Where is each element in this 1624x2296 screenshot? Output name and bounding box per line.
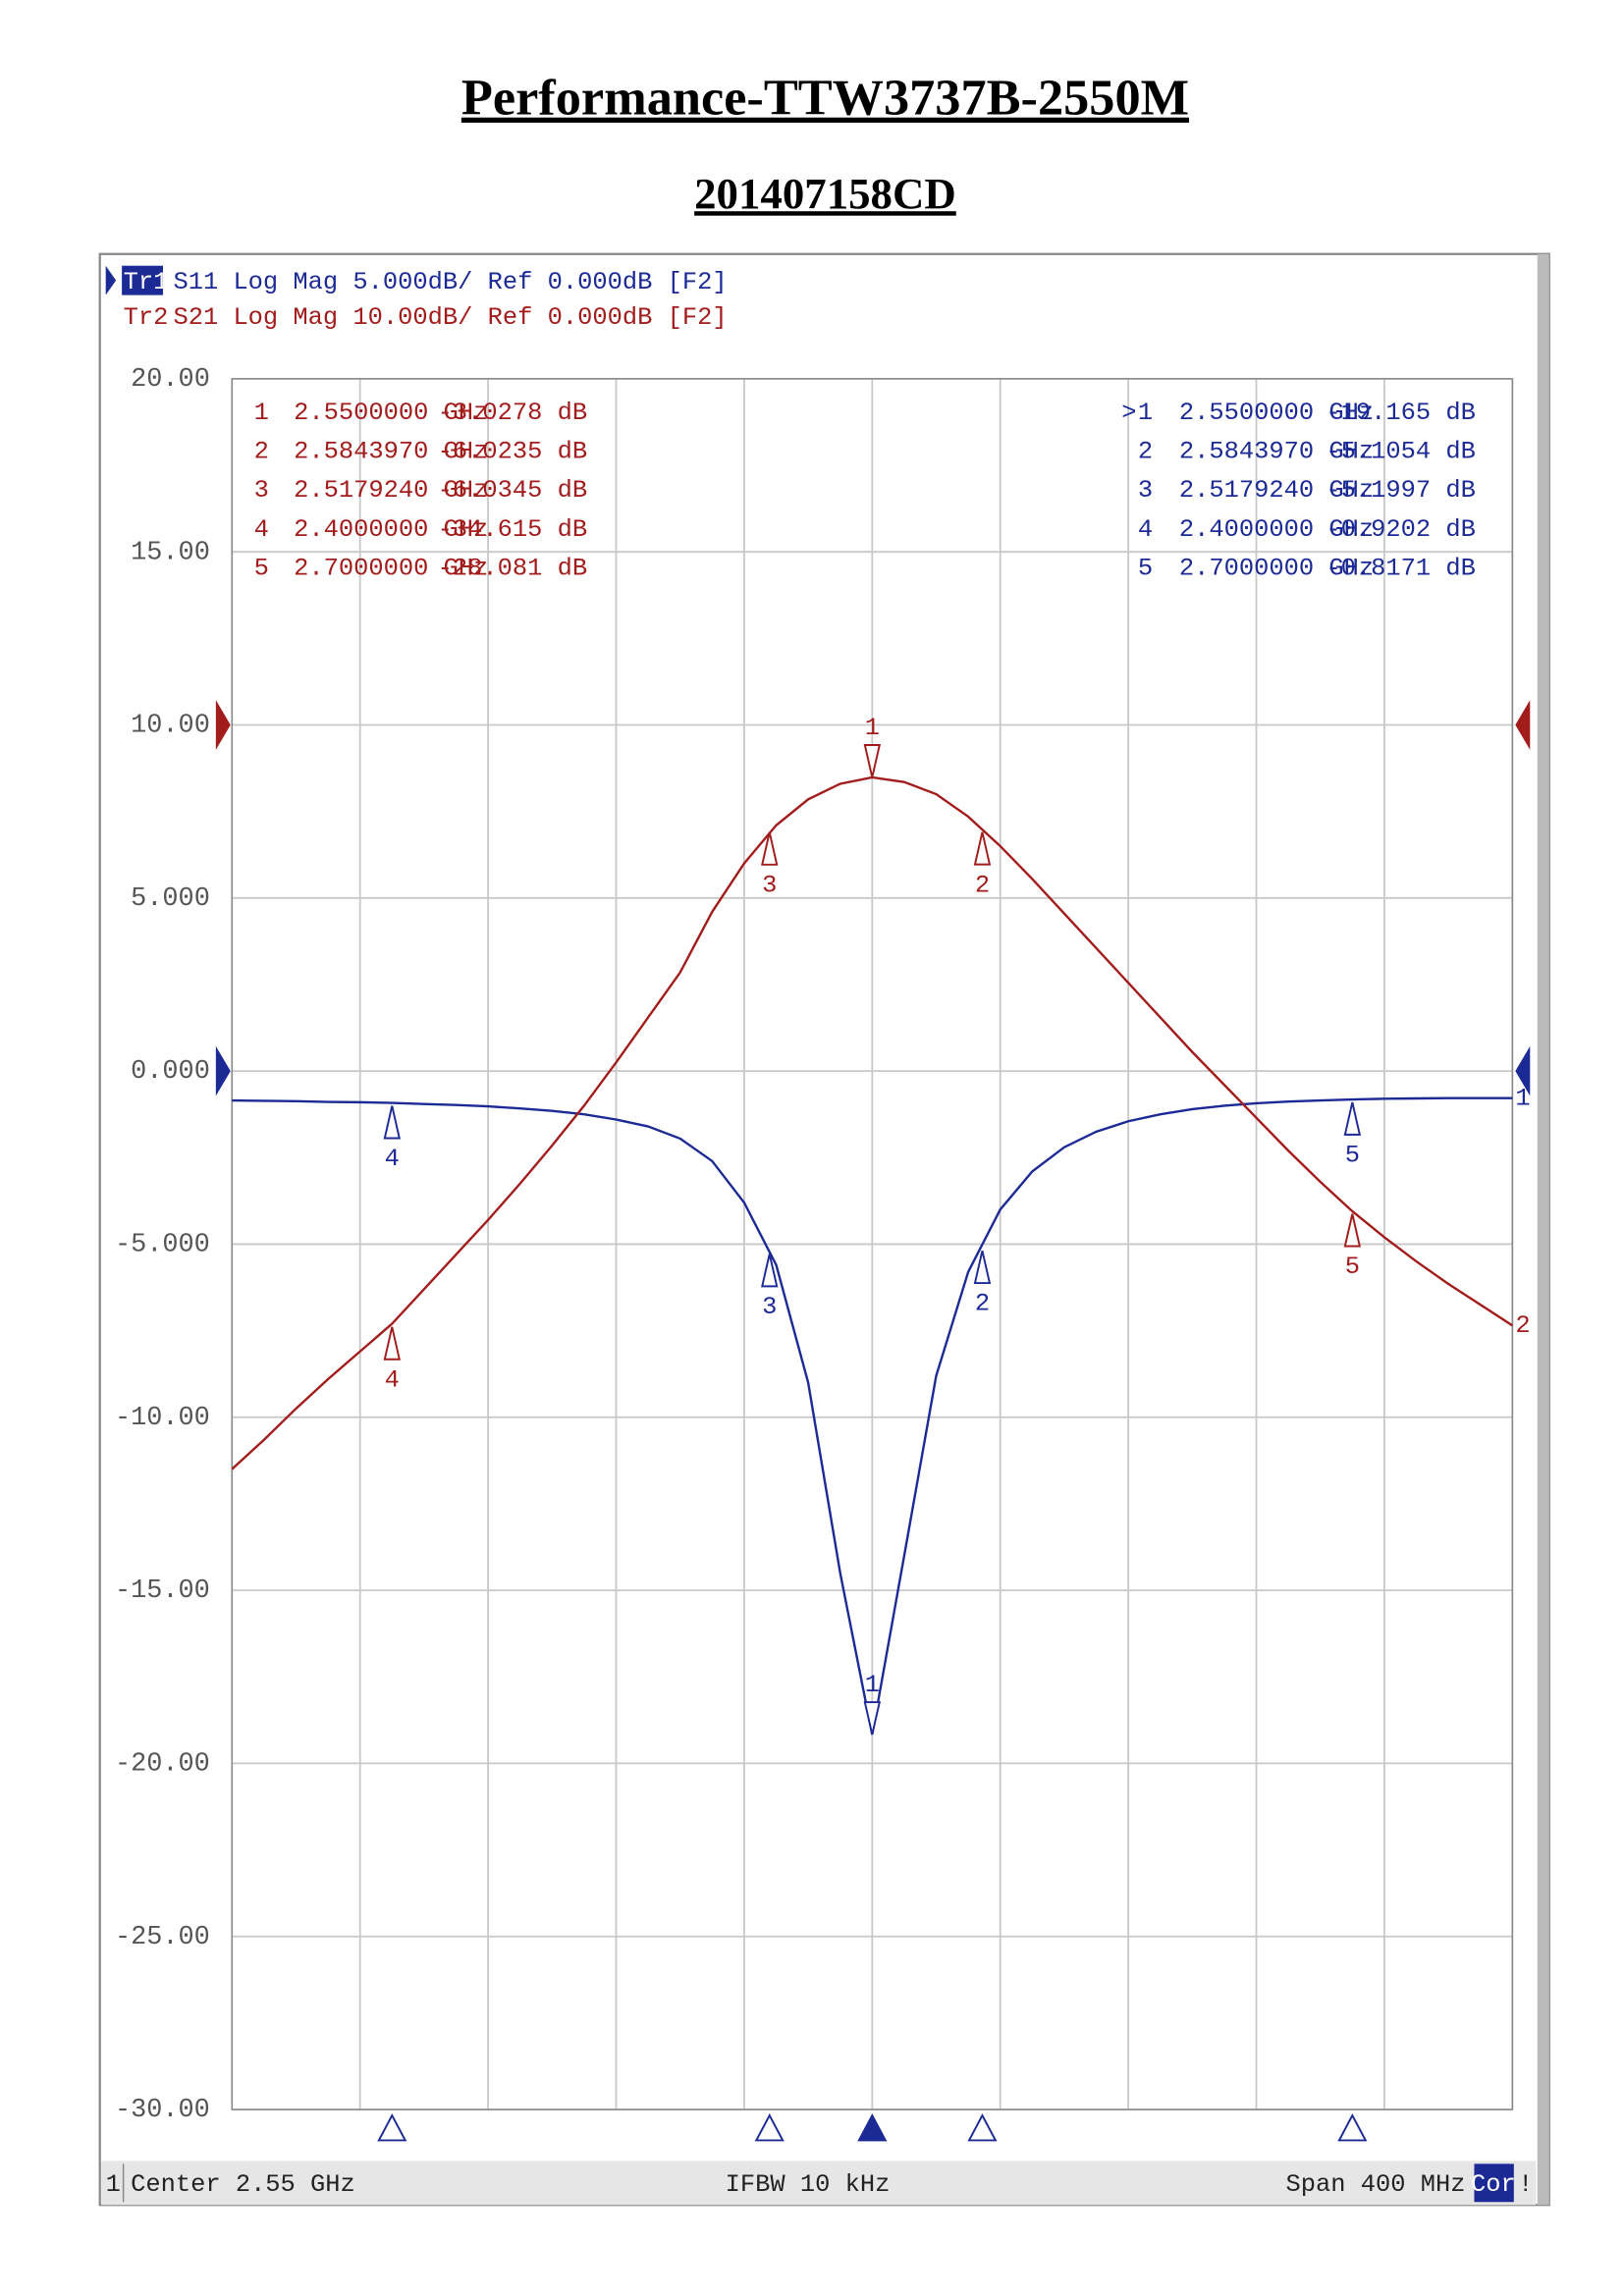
marker-table-value: -5.1997 dB bbox=[1326, 476, 1475, 505]
status-cor: Cor bbox=[1471, 2170, 1516, 2199]
doc-title: Performance-TTW3737B-2550M bbox=[461, 70, 1189, 127]
marker-table-value: -6.0345 dB bbox=[438, 476, 587, 505]
marker-table-value: -6.0235 dB bbox=[438, 438, 587, 466]
marker-label: 2 bbox=[975, 871, 990, 899]
y-tick-label: -15.00 bbox=[115, 1576, 210, 1606]
y-tick-label: 20.00 bbox=[131, 365, 210, 395]
status-bar bbox=[101, 2161, 1537, 2206]
marker-triangle bbox=[973, 831, 992, 866]
y-tick-label: -5.000 bbox=[115, 1231, 210, 1260]
marker-table-id: 3 bbox=[254, 476, 269, 505]
frame-scrollbar bbox=[1537, 253, 1549, 2206]
active-trace-badge bbox=[122, 265, 163, 295]
marker-triangle bbox=[761, 831, 779, 866]
marker-table-value: -0.8171 dB bbox=[1326, 555, 1475, 583]
marker-table-x: 2.5179240 GHz bbox=[294, 476, 488, 505]
marker-table-x: 2.7000000 GHz bbox=[1179, 555, 1374, 583]
ref-arrow-left bbox=[215, 700, 231, 750]
axis-marker bbox=[1337, 2112, 1368, 2142]
marker-table-value: -0.9202 dB bbox=[1326, 515, 1475, 544]
marker-table-x: 2.5500000 GHz bbox=[1179, 399, 1374, 427]
marker-label: 5 bbox=[1345, 1141, 1360, 1169]
axis-marker bbox=[967, 2112, 998, 2142]
marker-label: 4 bbox=[385, 1145, 400, 1173]
ref-arrow-right bbox=[1515, 700, 1531, 750]
marker-triangle bbox=[761, 1254, 779, 1288]
status-channel: 1 bbox=[106, 2170, 121, 2199]
trace-setting: S21 Log Mag 10.00dB/ Ref 0.000dB [F2] bbox=[173, 303, 727, 332]
marker-label: 3 bbox=[762, 1293, 777, 1321]
ref-arrow-left bbox=[215, 1045, 231, 1096]
trace-id: Tr2 bbox=[124, 303, 169, 332]
marker-label: 1 bbox=[865, 714, 880, 742]
marker-table-id: 1 bbox=[1138, 399, 1153, 427]
axis-marker bbox=[754, 2112, 785, 2142]
marker-table-value: -34.615 dB bbox=[438, 515, 587, 544]
y-tick-label: 5.000 bbox=[131, 884, 210, 914]
marker-table-id: 5 bbox=[1138, 555, 1153, 583]
marker-label: 2 bbox=[975, 1290, 990, 1318]
marker-table-id: 5 bbox=[254, 555, 269, 583]
marker-table-x: 2.4000000 GHz bbox=[1179, 515, 1374, 544]
trace-end-label: 2 bbox=[1515, 1311, 1530, 1340]
plot-border bbox=[231, 378, 1514, 2110]
marker-label: 4 bbox=[385, 1365, 400, 1394]
analyzer-frame bbox=[98, 252, 1550, 2207]
status-span: Span 400 MHz bbox=[1286, 2170, 1466, 2199]
trace-setting: S11 Log Mag 5.000dB/ Ref 0.000dB [F2] bbox=[173, 268, 727, 296]
marker-table-value: -5.1054 dB bbox=[1326, 438, 1475, 466]
trace-id: Tr1 bbox=[124, 268, 169, 296]
y-tick-label: 0.000 bbox=[131, 1057, 210, 1087]
marker-pointer: > bbox=[1121, 399, 1136, 427]
marker-triangle bbox=[1343, 1101, 1362, 1136]
status-flag: ! bbox=[1518, 2170, 1533, 2199]
marker-table-value: -3.0278 dB bbox=[438, 399, 587, 427]
marker-table-id: 4 bbox=[254, 515, 269, 544]
y-tick-label: -10.00 bbox=[115, 1404, 210, 1433]
marker-table-x: 2.5843970 GHz bbox=[1179, 438, 1374, 466]
cor-badge bbox=[1474, 2163, 1514, 2203]
y-tick-label: 15.00 bbox=[131, 538, 210, 567]
marker-table-x: 2.5179240 GHz bbox=[1179, 476, 1374, 505]
marker-triangle bbox=[1343, 1213, 1362, 1248]
y-tick-label: -20.00 bbox=[115, 1750, 210, 1780]
marker-table-value: -28.081 dB bbox=[438, 555, 587, 583]
marker-table-x: 2.4000000 GHz bbox=[294, 515, 488, 544]
doc-subtitle: 201407158CD bbox=[694, 169, 956, 218]
y-tick-label: -30.00 bbox=[115, 2096, 210, 2125]
marker-table-value: -19.165 dB bbox=[1326, 399, 1475, 427]
y-tick-label: 10.00 bbox=[131, 712, 210, 741]
ref-arrow-right bbox=[1515, 1045, 1531, 1096]
axis-marker bbox=[857, 2112, 888, 2142]
y-tick-label: -25.00 bbox=[115, 1923, 210, 1952]
marker-table-id: 2 bbox=[254, 438, 269, 466]
marker-triangle bbox=[863, 744, 882, 778]
marker-table-x: 2.7000000 GHz bbox=[294, 555, 488, 583]
marker-table-id: 4 bbox=[1138, 515, 1153, 544]
marker-triangle bbox=[383, 1326, 401, 1361]
marker-table-x: 2.5843970 GHz bbox=[294, 438, 488, 466]
marker-table-id: 3 bbox=[1138, 476, 1153, 505]
marker-triangle bbox=[383, 1105, 401, 1140]
marker-table-id: 1 bbox=[254, 399, 269, 427]
marker-triangle bbox=[973, 1250, 992, 1285]
active-trace-pointer bbox=[105, 265, 117, 295]
marker-triangle bbox=[863, 1701, 882, 1735]
marker-label: 5 bbox=[1345, 1253, 1360, 1281]
marker-table-x: 2.5500000 GHz bbox=[294, 399, 488, 427]
marker-label: 1 bbox=[865, 1671, 880, 1699]
axis-marker bbox=[377, 2112, 407, 2142]
marker-table-id: 2 bbox=[1138, 438, 1153, 466]
status-center: Center 2.55 GHz bbox=[131, 2170, 355, 2199]
marker-label: 3 bbox=[762, 871, 777, 899]
trace-end-label: 1 bbox=[1515, 1084, 1530, 1112]
status-ifbw: IFBW 10 kHz bbox=[726, 2170, 891, 2199]
